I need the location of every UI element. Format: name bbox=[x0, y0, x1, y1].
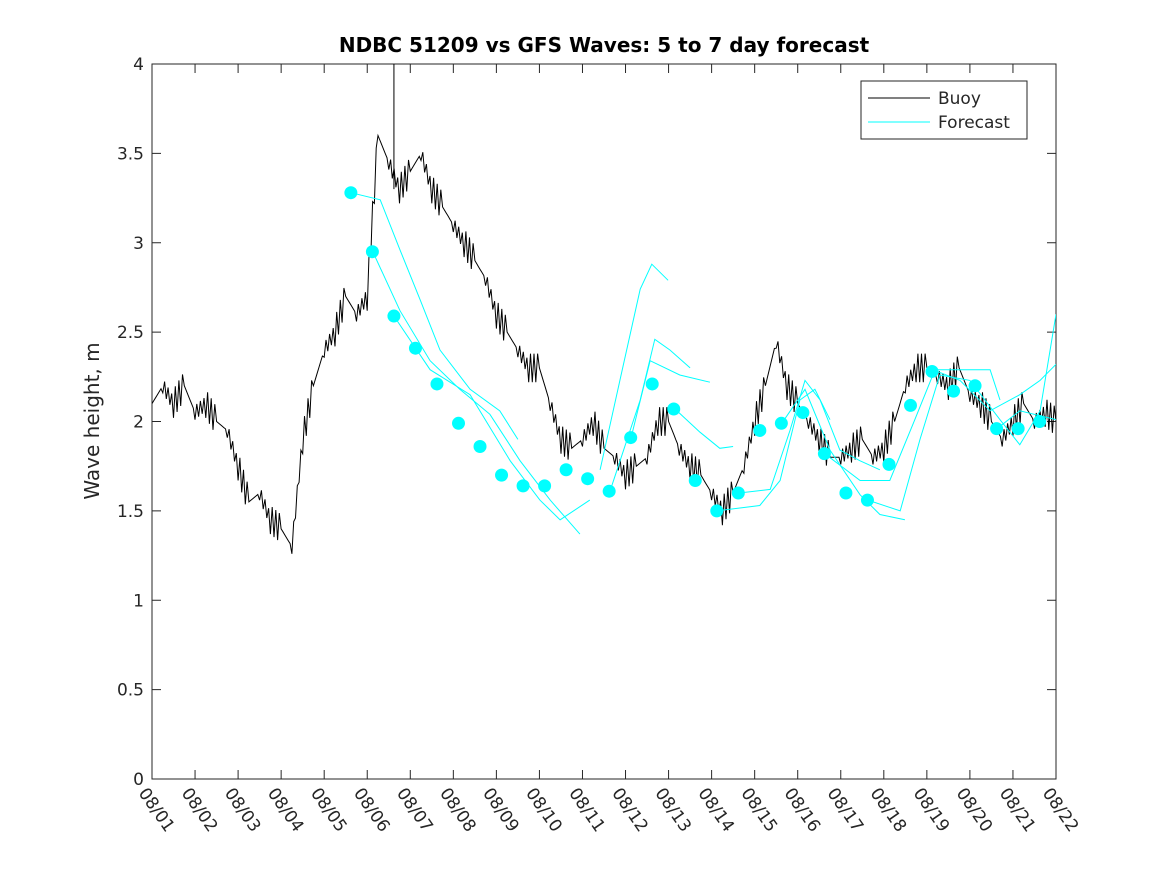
forecast-point bbox=[645, 377, 659, 391]
forecast-point bbox=[860, 493, 874, 507]
y-tick-label: 4 bbox=[133, 55, 144, 75]
forecast-point bbox=[408, 341, 422, 355]
forecast-point bbox=[753, 423, 767, 437]
y-tick-label: 3.5 bbox=[117, 144, 144, 164]
forecast-point bbox=[516, 479, 530, 493]
forecast-line bbox=[824, 369, 1001, 481]
forecast-point bbox=[947, 384, 961, 398]
forecast-point bbox=[710, 504, 724, 518]
y-tick-label: 1.5 bbox=[117, 502, 144, 522]
forecast-line bbox=[630, 359, 711, 438]
forecast-point bbox=[365, 245, 379, 259]
forecast-line bbox=[932, 363, 1056, 412]
series-group bbox=[152, 64, 1056, 554]
y-tick-label: 2.5 bbox=[117, 323, 144, 343]
forecast-point bbox=[602, 484, 616, 498]
forecast-line bbox=[739, 379, 881, 494]
forecast-point bbox=[495, 468, 509, 482]
y-tick-label: 1 bbox=[133, 591, 144, 611]
y-tick-label: 3 bbox=[133, 234, 144, 254]
forecast-point bbox=[731, 486, 745, 500]
y-tick-label: 0.5 bbox=[117, 681, 144, 701]
forecast-point bbox=[581, 472, 595, 486]
plot-area: 00.511.522.533.5408/0108/0208/0308/0408/… bbox=[117, 55, 1082, 836]
forecast-point bbox=[430, 377, 444, 391]
buoy-line bbox=[152, 133, 1056, 554]
legend-forecast-label: Forecast bbox=[938, 113, 1010, 133]
forecast-point bbox=[473, 440, 487, 454]
forecast-point bbox=[538, 479, 552, 493]
forecast-line bbox=[393, 315, 591, 521]
y-axis-label: Wave height, m bbox=[80, 342, 104, 499]
chart-title: NDBC 51209 vs GFS Waves: 5 to 7 day fore… bbox=[339, 33, 870, 57]
forecast-point bbox=[817, 447, 831, 461]
legend-box bbox=[860, 80, 1028, 140]
forecast-point bbox=[1033, 415, 1047, 428]
forecast-point bbox=[688, 473, 702, 487]
forecast-line bbox=[609, 338, 691, 492]
legend: Buoy Forecast bbox=[860, 80, 1028, 140]
forecast-line bbox=[350, 192, 519, 440]
forecast-point bbox=[774, 416, 788, 430]
forecast-point bbox=[1011, 422, 1025, 436]
forecast-point bbox=[344, 186, 358, 200]
axes-box bbox=[151, 63, 1057, 780]
forecast-point bbox=[839, 486, 853, 500]
forecast-point bbox=[903, 398, 917, 412]
forecast-point bbox=[559, 463, 573, 477]
forecast-point bbox=[624, 431, 638, 445]
forecast-line bbox=[781, 388, 906, 521]
legend-buoy-label: Buoy bbox=[938, 89, 981, 109]
forecast-point bbox=[451, 416, 465, 430]
forecast-point bbox=[925, 364, 939, 378]
forecast-point bbox=[990, 422, 1004, 436]
forecast-point bbox=[667, 402, 681, 416]
forecast-line bbox=[674, 408, 734, 449]
forecast-point bbox=[387, 309, 401, 323]
y-tick-label: 2 bbox=[133, 413, 144, 433]
forecast-point bbox=[796, 406, 810, 420]
forecast-point bbox=[968, 379, 982, 393]
y-tick-label: 0 bbox=[133, 770, 144, 790]
forecast-line bbox=[599, 263, 669, 470]
forecast-line bbox=[716, 388, 831, 512]
forecast-point bbox=[882, 457, 896, 471]
